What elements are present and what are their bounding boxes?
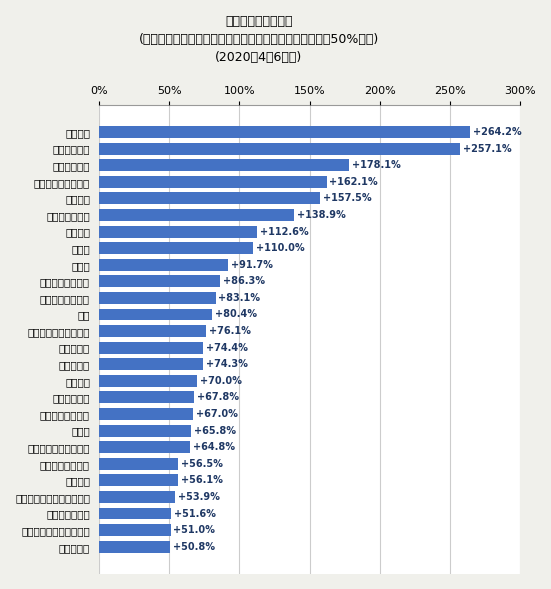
Text: +56.1%: +56.1% (181, 475, 223, 485)
Text: +53.9%: +53.9% (177, 492, 219, 502)
Bar (99, 358, 203, 370)
Bar (99, 375, 197, 387)
Text: +74.3%: +74.3% (206, 359, 248, 369)
Bar (99, 176, 327, 188)
Text: +56.5%: +56.5% (181, 459, 223, 469)
Bar (99, 441, 190, 453)
Bar (99, 275, 220, 287)
Bar (99, 508, 171, 519)
Text: +257.1%: +257.1% (463, 144, 511, 154)
Bar (99, 209, 294, 221)
Text: 月あたりの支出金額
(二人以上世帯、品目分類、小区分、前年同期比でプラス50%以上)
(2020年4～6月期): 月あたりの支出金額 (二人以上世帯、品目分類、小区分、前年同期比でプラス50%以… (139, 15, 379, 64)
Bar (99, 292, 215, 304)
Text: +138.9%: +138.9% (297, 210, 345, 220)
Text: +112.6%: +112.6% (260, 227, 309, 237)
Bar (99, 425, 191, 436)
Text: +83.1%: +83.1% (219, 293, 261, 303)
Text: +162.1%: +162.1% (329, 177, 378, 187)
Bar (99, 491, 175, 503)
Bar (99, 524, 171, 536)
Text: +157.5%: +157.5% (323, 193, 371, 203)
Bar (99, 541, 170, 552)
Text: +50.8%: +50.8% (173, 542, 215, 552)
Text: +91.7%: +91.7% (230, 260, 272, 270)
Text: +264.2%: +264.2% (473, 127, 521, 137)
Bar (99, 325, 206, 337)
Bar (99, 193, 320, 204)
Bar (99, 309, 212, 320)
Text: +67.0%: +67.0% (196, 409, 238, 419)
Text: +65.8%: +65.8% (194, 426, 236, 436)
Text: +74.4%: +74.4% (206, 343, 248, 353)
Text: +110.0%: +110.0% (256, 243, 305, 253)
Text: +64.8%: +64.8% (193, 442, 235, 452)
Text: +76.1%: +76.1% (209, 326, 251, 336)
Bar (99, 242, 253, 254)
Text: +86.3%: +86.3% (223, 276, 265, 286)
Bar (99, 126, 470, 138)
Bar (99, 159, 349, 171)
Text: +51.6%: +51.6% (174, 508, 216, 518)
Text: +80.4%: +80.4% (215, 309, 257, 319)
Bar (99, 474, 178, 487)
Bar (99, 143, 460, 154)
Bar (99, 342, 203, 353)
Text: +67.8%: +67.8% (197, 392, 239, 402)
Text: +51.0%: +51.0% (174, 525, 215, 535)
Text: +70.0%: +70.0% (200, 376, 242, 386)
Text: +178.1%: +178.1% (352, 160, 401, 170)
Bar (99, 259, 228, 271)
Bar (99, 226, 257, 237)
Bar (99, 392, 194, 403)
Bar (99, 458, 179, 470)
Bar (99, 408, 193, 420)
